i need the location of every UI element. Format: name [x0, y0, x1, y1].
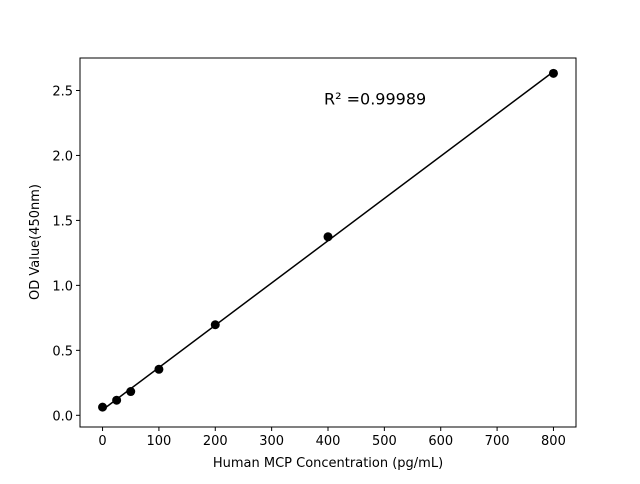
data-point [323, 232, 333, 242]
data-point [210, 320, 220, 330]
x-tick-label: 400 [316, 434, 341, 449]
x-axis-label: Human MCP Concentration (pg/mL) [213, 456, 443, 471]
plot-frame [79, 57, 577, 428]
y-tick-label: 1.0 [52, 279, 73, 294]
y-tick-label: 0.5 [52, 344, 73, 359]
x-tick-label: 500 [372, 434, 397, 449]
x-tick-label: 0 [98, 434, 106, 449]
plot-marks [98, 68, 558, 412]
x-tick-label: 800 [541, 434, 566, 449]
y-axis-ticks: 0.0 0.5 1.0 1.5 2.0 2.5 [52, 84, 80, 424]
y-tick-label: 1.5 [52, 214, 73, 229]
data-point [112, 395, 122, 405]
y-axis-label: OD Value(450nm) [28, 184, 43, 300]
y-tick-label: 2.5 [52, 84, 73, 99]
x-tick-label: 300 [259, 434, 284, 449]
x-tick-label: 700 [485, 434, 510, 449]
x-tick-label: 100 [146, 434, 171, 449]
x-tick-label: 200 [203, 434, 228, 449]
data-point [126, 387, 136, 397]
data-point [154, 364, 164, 374]
data-point [98, 402, 108, 412]
y-tick-label: 2.0 [52, 149, 73, 164]
data-point [548, 68, 558, 78]
r-squared-annotation: R² =0.99989 [324, 90, 426, 109]
x-axis-ticks: 0 100 200 300 400 500 600 700 800 [98, 427, 566, 449]
x-tick-label: 600 [428, 434, 453, 449]
y-tick-label: 0.0 [52, 409, 73, 424]
